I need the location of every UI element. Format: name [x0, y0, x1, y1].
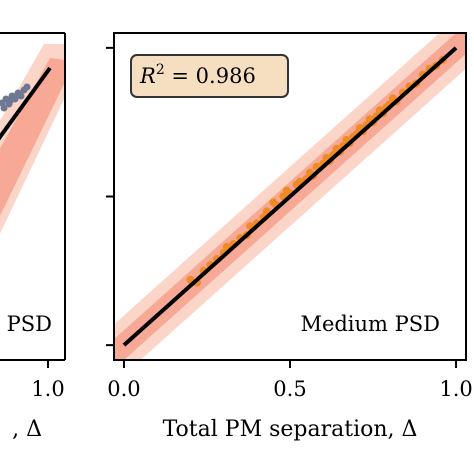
left-panel-label: PSD: [7, 312, 52, 336]
stat-box: R2 = 0.986: [130, 54, 289, 98]
left-panel: 1.0 PSD , Δ: [0, 32, 66, 442]
main-plot: 0.0 0.5 1.0 R2 = 0.986 Medium PSD Total PM…: [106, 32, 473, 442]
left-points: [0, 83, 31, 112]
stat-r2-symbol: R: [139, 64, 156, 88]
x-axis: 0.0 0.5 1.0: [107, 360, 473, 401]
x-tick-label: 0.5: [273, 377, 306, 401]
stat-box-frame: [130, 54, 289, 98]
panel-label: Medium PSD: [300, 312, 440, 336]
left-fit-line: [0, 66, 52, 141]
stat-r2-value: = 0.986: [165, 64, 256, 88]
left-xtick-label: 1.0: [31, 377, 64, 401]
left-axis-label: , Δ: [12, 417, 42, 442]
y-axis: [106, 46, 114, 347]
x-tick-label: 0.0: [107, 377, 140, 401]
stat-r2-sup: 2: [156, 62, 165, 78]
fit-line: [122, 46, 458, 347]
left-band-inner: [0, 58, 65, 216]
x-axis-label: Total PM separation, Δ: [163, 417, 418, 442]
stat-annotation: R2 = 0.986: [139, 62, 256, 88]
x-tick-label: 1.0: [439, 377, 472, 401]
